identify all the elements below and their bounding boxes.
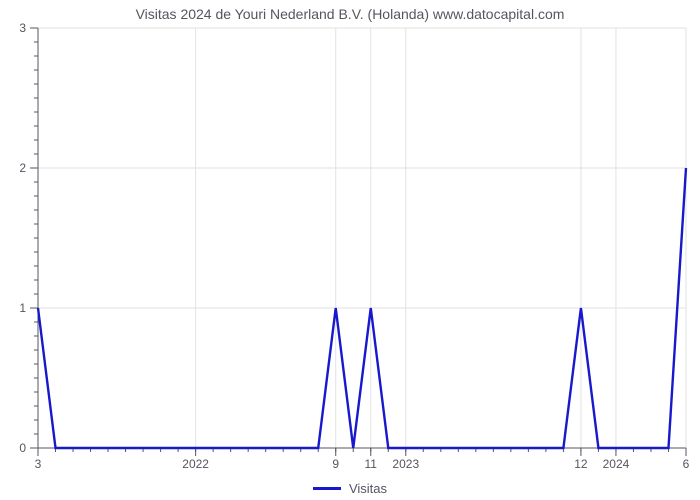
x-tick-label: 2024 <box>603 457 630 471</box>
x-tick-label: 3 <box>35 457 42 471</box>
y-tick-label: 0 <box>19 441 26 455</box>
y-tick-label: 2 <box>19 161 26 175</box>
legend-swatch <box>313 487 341 490</box>
y-tick-label: 1 <box>19 301 26 315</box>
legend-label: Visitas <box>349 481 387 496</box>
x-tick-label: 9 <box>332 457 339 471</box>
x-tick-label: 12 <box>574 457 588 471</box>
chart-legend: Visitas <box>0 480 700 496</box>
x-tick-label: 11 <box>365 457 378 471</box>
y-tick-label: 3 <box>19 21 26 35</box>
line-chart: 01233202291120231220246 <box>0 0 700 500</box>
x-tick-label: 2023 <box>392 457 419 471</box>
x-tick-label: 6 <box>683 457 690 471</box>
x-tick-label: 2022 <box>182 457 209 471</box>
